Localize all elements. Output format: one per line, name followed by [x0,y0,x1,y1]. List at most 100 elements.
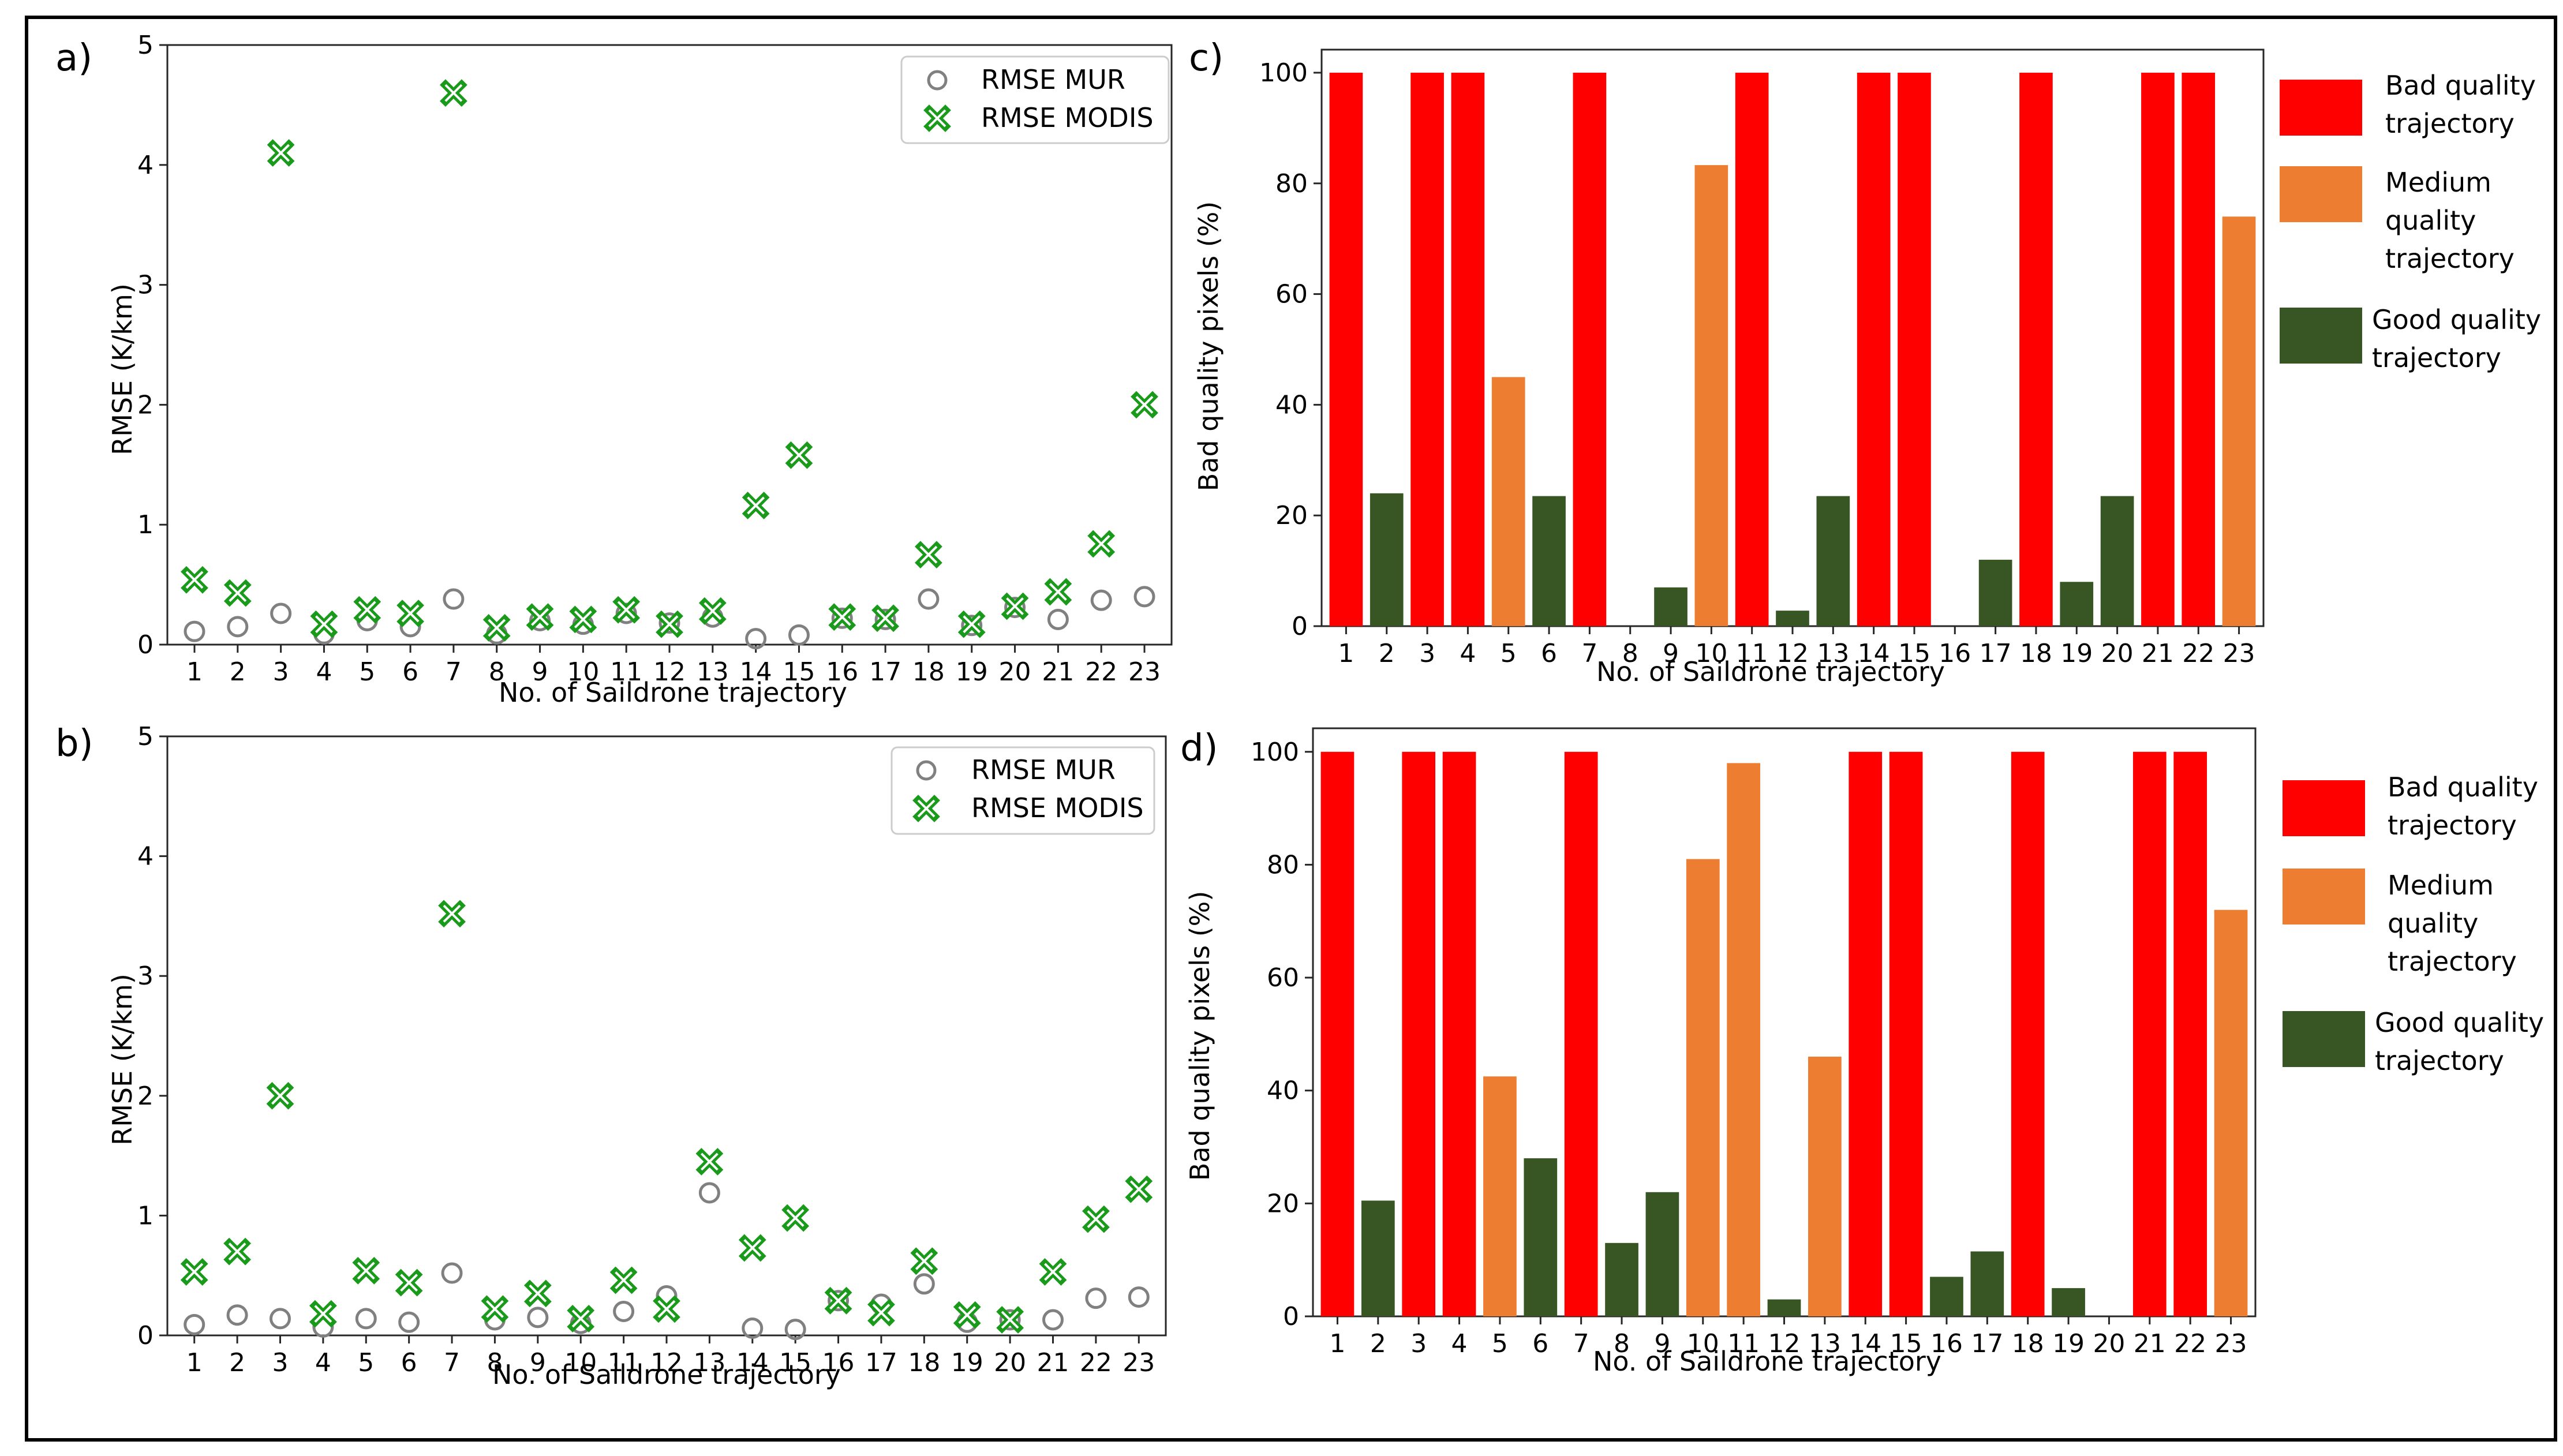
panel-d-xtick-label: 1 [1329,1329,1345,1358]
panel-d-bar-22 [2173,751,2207,1316]
panel-a-modis-point [915,541,942,569]
panel-d-legend-medium-line3: trajectory [2388,946,2517,977]
panel-d-xtick-label: 5 [1492,1329,1508,1358]
panel-b-xtick-label: 23 [1123,1348,1155,1378]
panel-b-legend-box [890,746,1155,835]
panel-d-legend: Bad quality trajectory Medium quality tr… [2283,772,2544,1076]
panel-d-xtick-label: 10 [1687,1329,1719,1358]
panel-a-ytick-label: 4 [137,151,154,180]
panel-a-ytick-label: 3 [137,271,154,300]
panel-d-legend-bad-swatch [2283,780,2365,836]
panel-c-ylabel: Bad quality pixels (%) [1193,201,1224,492]
panel-a-modis-point [612,596,641,624]
panel-d-label: d) [1180,727,1218,770]
panel-d-ylabel: Bad quality pixels (%) [1184,891,1215,1181]
panel-b-xtick-label: 2 [229,1348,245,1378]
panel-d-xtick-label: 3 [1410,1329,1427,1358]
panel-c-xtick-label: 2 [1379,639,1395,668]
panel-a-modis-point [828,603,856,631]
panel-d-bar-19 [2052,1288,2085,1316]
panel-b-ytick-label: 4 [137,842,154,871]
panel-b-modis-point [567,1305,595,1333]
panel-a-xtick-label: 21 [1042,657,1074,687]
panel-c-bar-21 [2141,72,2175,626]
panel-c-bar-18 [2019,72,2053,626]
panel-a-mur-point [227,616,249,638]
panel-a-legend-modis-label: RMSE MODIS [981,102,1154,133]
panel-b-label: b) [55,723,93,765]
panel-a-mur-point [1133,586,1155,608]
panel-a-xtick-label: 23 [1128,657,1161,687]
panel-a-mur-point [961,615,983,637]
panel-d-legend-good-line2: trajectory [2375,1045,2504,1076]
panel-c-legend-bad-line2: trajectory [2385,108,2515,139]
panel-b-xtick-label: 4 [315,1348,331,1378]
panel-c-bar-3 [1410,72,1444,626]
panel-c-xtick-label: 12 [1776,639,1809,668]
panel-a-legend: RMSE MUR RMSE MODIS [900,55,1170,144]
panel-a-xtick-label: 13 [697,657,729,687]
panel-d-legend-good-line1: Good quality [2375,1007,2544,1038]
panel-b: b) RMSE (K/km) No. of Saildrone trajecto… [55,722,1167,1390]
panel-c-ytick-label: 60 [1275,280,1308,309]
panel-b-legend-modis-label: RMSE MODIS [971,792,1144,824]
panel-c-bar-13 [1816,496,1850,626]
panel-a-mur-point [443,588,465,610]
panel-c-ytick-label: 80 [1275,169,1308,199]
panel-c-legend-medium-line2: quality [2385,205,2476,236]
panel-c-bar-23 [2222,216,2256,626]
panel-d-legend-bad-line2: trajectory [2388,810,2517,841]
panel-a-ytick-label: 2 [137,390,154,420]
panel-b-xtick-label: 21 [1037,1348,1069,1378]
panel-d-xtick-label: 14 [1849,1329,1881,1358]
panel-a-legend-modis-marker [923,104,951,132]
panel-c-label: c) [1189,37,1223,80]
panel-d-ytick-label: 100 [1251,738,1299,767]
panel-c-legend-medium-line3: trajectory [2385,243,2515,274]
panel-a-modis-point [656,610,683,638]
panel-a-xtick-label: 19 [956,657,988,687]
panel-b-xlabel: No. of Saildrone trajectory [492,1359,841,1390]
panel-b-xtick-label: 18 [908,1348,940,1378]
panel-d: d) Bad quality pixels (%) No. of Saildro… [1180,727,2544,1377]
panel-c-bar-15 [1898,72,1931,626]
panel-d-xtick-label: 17 [1971,1329,2003,1358]
panel-b-mur-point [1042,1309,1064,1331]
panel-b-ytick-label: 5 [137,722,154,751]
panel-a-legend-box [900,55,1170,144]
panel-b-mur-point [398,1311,420,1333]
panel-c-xtick-label: 14 [1858,639,1890,668]
panel-d-bar-17 [1970,1251,2004,1316]
panel-c-bar-14 [1857,72,1891,626]
panel-c-xtick-label: 6 [1541,639,1557,668]
panel-d-legend-bad-line1: Bad quality [2388,772,2538,803]
panel-b-mur-point [226,1304,248,1326]
panel-c-xtick-label: 1 [1338,639,1354,668]
panel-b-mur-point [742,1317,764,1339]
panel-c-xtick-label: 21 [2142,639,2174,668]
panel-c-legend-good-line2: trajectory [2372,342,2501,373]
panel-d-xtick-label: 6 [1532,1329,1548,1358]
panel-a-ylabel: RMSE (K/km) [107,283,138,455]
panel-a-modis-point [482,614,511,642]
panel-c-xtick-label: 20 [2101,639,2134,668]
panel-a-mur-point [1047,608,1069,630]
panel-c-bar-17 [1978,559,2012,626]
panel-b-xtick-label: 12 [650,1348,683,1378]
panel-c-xtick-label: 8 [1622,639,1638,668]
panel-a-modis-point [742,492,770,519]
panel-d-bar-1 [1320,751,1355,1316]
panel-b-mur-point [613,1300,635,1322]
panel-c-bar-2 [1370,493,1404,626]
panel-d-xtick-label: 20 [2093,1329,2125,1358]
panel-c-legend-good-line1: Good quality [2372,304,2541,335]
panel-d-bar-16 [1930,1277,1963,1316]
panel-c-bar-11 [1735,72,1769,626]
panel-d-bar-13 [1808,1057,1842,1316]
panel-b-modis-point [309,1300,337,1328]
panel-a-modis-point [871,604,899,632]
panel-b-modis-point [609,1266,638,1294]
panel-d-xtick-label: 2 [1370,1329,1386,1358]
panel-a-legend-mur-label: RMSE MUR [981,64,1125,95]
panel-b-ytick-label: 3 [137,961,154,991]
